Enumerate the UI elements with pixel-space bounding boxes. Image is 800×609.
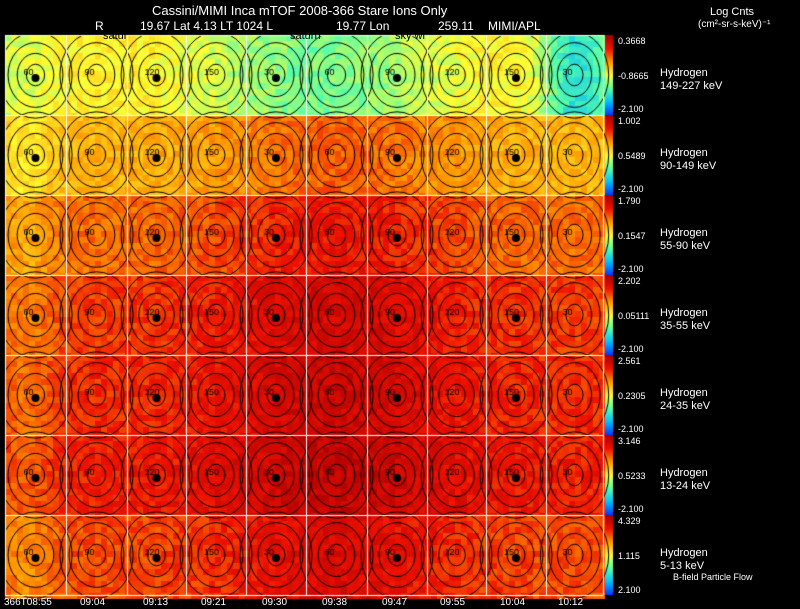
cb-mid-5: 0.2305 bbox=[618, 391, 646, 401]
cb-max-6: 3.146 bbox=[618, 436, 641, 446]
panel-label-6: Hydrogen 13-24 keV bbox=[660, 467, 711, 492]
saturn-label-1: satur bbox=[103, 30, 128, 42]
cb-max-3: 1.790 bbox=[618, 196, 641, 206]
cb-mid-4: 0.05111 bbox=[618, 311, 650, 321]
x-tick-2: 09:13 bbox=[143, 597, 169, 608]
cb-min-2: -2.100 bbox=[618, 184, 644, 194]
panel-label-2: Hydrogen 90-149 keV bbox=[660, 147, 717, 172]
cb-min-5: -2.100 bbox=[618, 424, 644, 434]
x-tick-8: 10:04 bbox=[500, 597, 526, 608]
cb-mid-7: 1.115 bbox=[618, 551, 640, 561]
cb-min-1: -2.100 bbox=[618, 104, 644, 114]
cb-mid-3: 0.1547 bbox=[618, 231, 646, 241]
unit-label: Log Cnts bbox=[710, 6, 755, 18]
info-value: 259.11 bbox=[438, 19, 474, 33]
x-tick-0: 366T08:55 bbox=[4, 597, 52, 608]
x-tick-1: 09:04 bbox=[80, 597, 106, 608]
x-tick-3: 09:21 bbox=[201, 597, 227, 608]
panel-label-3: Hydrogen 55-90 keV bbox=[660, 227, 711, 252]
cb-mid-1: -0.8665 bbox=[618, 71, 649, 81]
info-lat: 19.67 Lat 4.13 LT 1024 L bbox=[140, 19, 274, 33]
cb-max-4: 2.202 bbox=[618, 276, 641, 286]
saturn-label-2: saturn bbox=[290, 30, 321, 42]
info-lon: 19.77 Lon bbox=[336, 19, 390, 33]
cb-min-6: -2.100 bbox=[618, 504, 644, 514]
cb-min-7: 2.100 bbox=[618, 585, 641, 595]
bfield-label: B-field Particle Flow bbox=[673, 572, 753, 582]
unit-formula: (cm²-sr-s-keV)⁻¹ bbox=[698, 19, 771, 30]
cb-max-7: 4.329 bbox=[618, 516, 641, 526]
cb-min-3: -2.100 bbox=[618, 264, 644, 274]
cb-max-2: 1.002 bbox=[618, 116, 641, 126]
panel-label-7: Hydrogen 5-13 keV bbox=[660, 547, 708, 572]
cb-min-4: -2.100 bbox=[618, 344, 644, 354]
cb-max-1: 0.3668 bbox=[618, 36, 646, 46]
info-org: MIMI/APL bbox=[488, 19, 541, 33]
x-tick-7: 09:55 bbox=[440, 597, 466, 608]
sky-label: sky wl bbox=[395, 30, 425, 42]
cb-mid-2: 0.5489 bbox=[618, 151, 646, 161]
x-tick-6: 09:47 bbox=[382, 597, 408, 608]
x-tick-9: 10:12 bbox=[558, 597, 584, 608]
x-tick-5: 09:38 bbox=[322, 597, 348, 608]
cb-max-5: 2.561 bbox=[618, 356, 641, 366]
cb-mid-6: 0.5233 bbox=[618, 471, 646, 481]
info-r: R bbox=[95, 19, 104, 33]
panel-label-5: Hydrogen 24-35 keV bbox=[660, 387, 711, 412]
panel-label-1: Hydrogen 149-227 keV bbox=[660, 67, 723, 92]
x-tick-4: 09:30 bbox=[262, 597, 288, 608]
chart-title: Cassini/MIMI Inca mTOF 2008-366 Stare Io… bbox=[152, 3, 448, 18]
panel-label-4: Hydrogen 35-55 keV bbox=[660, 307, 711, 332]
